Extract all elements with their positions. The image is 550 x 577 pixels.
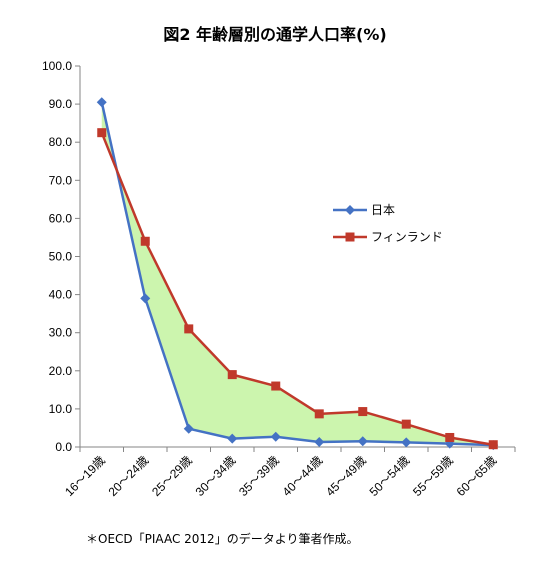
series-2-point bbox=[97, 128, 107, 138]
series-1-point bbox=[401, 437, 412, 448]
series-2-point bbox=[401, 419, 411, 429]
legend-marker-1 bbox=[345, 205, 355, 215]
y-tick-label: 50.0 bbox=[49, 250, 73, 264]
series-2-point bbox=[184, 324, 194, 334]
series-1-point bbox=[140, 293, 151, 304]
y-tick-label: 0.0 bbox=[55, 440, 72, 454]
x-tick-label: 30～34歳 bbox=[193, 453, 239, 499]
legend-label-1: 日本 bbox=[371, 203, 395, 217]
legend-label-2: フィンランド bbox=[371, 230, 443, 244]
x-tick-label: 50～54歳 bbox=[367, 453, 413, 499]
x-tick-label: 20～24歳 bbox=[106, 453, 152, 499]
x-tick-label: 16～19歳 bbox=[62, 453, 108, 499]
series-2-point bbox=[358, 407, 368, 417]
fill-between-area bbox=[101, 102, 494, 446]
x-tick-label: 55～59歳 bbox=[410, 453, 456, 499]
y-tick-label: 70.0 bbox=[49, 173, 73, 187]
chart-title: 図2 年齢層別の通学人口率(%) bbox=[163, 25, 386, 44]
series-2-point bbox=[445, 432, 455, 442]
series-1-point bbox=[314, 437, 325, 448]
series-2-point bbox=[227, 370, 237, 380]
series-2-point bbox=[271, 381, 281, 391]
series-line-1 bbox=[100, 101, 494, 447]
series-1-point bbox=[227, 433, 238, 444]
x-tick-label: 40～44歳 bbox=[280, 453, 326, 499]
y-tick-label: 20.0 bbox=[49, 364, 73, 378]
series-1-point bbox=[96, 97, 107, 108]
series-2-point bbox=[314, 409, 324, 419]
series-1-point bbox=[183, 423, 194, 434]
legend-marker-2 bbox=[345, 232, 355, 242]
series-2-point bbox=[140, 236, 150, 246]
y-tick-label: 90.0 bbox=[49, 97, 73, 111]
x-tick-label: 25～29歳 bbox=[149, 453, 195, 499]
series-1-point bbox=[270, 431, 281, 442]
series-1-point bbox=[357, 436, 368, 447]
x-tick-label: 45～49歳 bbox=[323, 453, 369, 499]
plot-area: 0.0 10.0 20.0 30.0 40.0 50.0 60.0 70.0 80.0 90.0 1… bbox=[42, 59, 516, 499]
y-tick-label: 10.0 bbox=[49, 402, 73, 416]
y-tick-label: 100.0 bbox=[42, 59, 72, 73]
x-tick-label: 60～65歳 bbox=[454, 453, 500, 499]
x-tick-label: 35～39歳 bbox=[236, 453, 282, 499]
series-line-2 bbox=[100, 132, 494, 446]
source-note: ＊OECD「PIAAC 2012」のデータより筆者作成。 bbox=[86, 532, 359, 546]
y-tick-label: 60.0 bbox=[49, 211, 73, 225]
series-2-point bbox=[488, 440, 498, 450]
y-tick-label: 80.0 bbox=[49, 135, 73, 149]
y-tick-label: 30.0 bbox=[49, 326, 73, 340]
y-tick-label: 40.0 bbox=[49, 288, 73, 302]
